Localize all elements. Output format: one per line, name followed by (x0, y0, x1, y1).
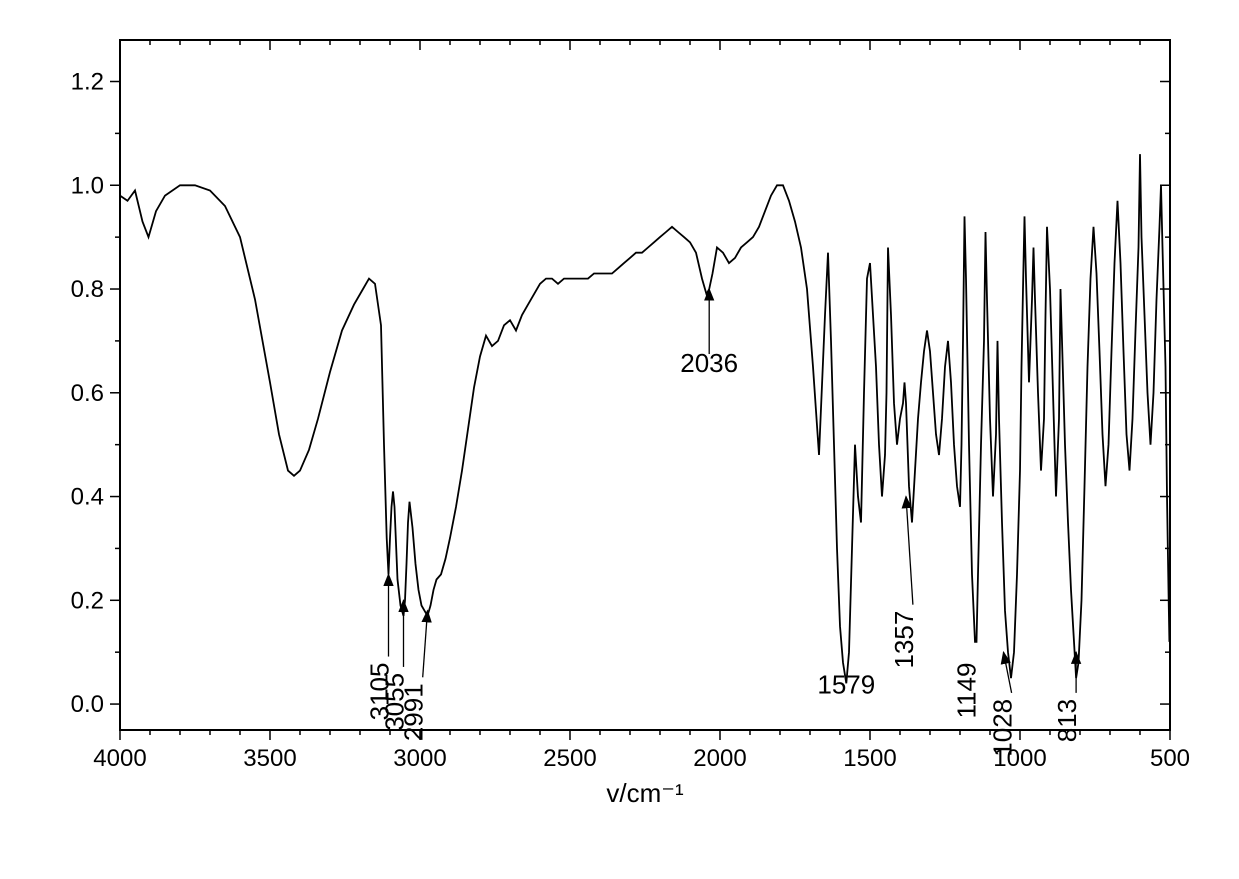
y-tick-label: 0.4 (71, 484, 104, 511)
peak-label: 1149 (951, 663, 981, 719)
x-tick-label: 3000 (393, 745, 446, 772)
x-tick-label: 4000 (93, 745, 146, 772)
peak-arrow (423, 611, 428, 678)
peak-label: 813 (1052, 699, 1082, 742)
y-tick-label: 0.6 (71, 380, 104, 407)
peak-label: 1357 (889, 611, 919, 669)
spectrum-trace (120, 154, 1170, 683)
x-tick-label: 2000 (693, 745, 746, 772)
y-tick-label: 1.0 (71, 172, 104, 199)
x-tick-label: 3500 (243, 745, 296, 772)
x-tick-label: 1500 (843, 745, 896, 772)
peak-label: 1028 (988, 699, 1018, 757)
chart-svg: 40003500300025002000150010005000.00.20.4… (50, 30, 1190, 830)
x-axis-label: v/cm⁻¹ (606, 778, 684, 808)
y-tick-label: 0.2 (71, 587, 104, 614)
peak-label: 1579 (817, 670, 875, 700)
y-tick-label: 0.0 (71, 691, 104, 718)
y-tick-label: 0.8 (71, 276, 104, 303)
x-tick-label: 500 (1150, 745, 1190, 772)
peak-label: 2036 (680, 348, 738, 378)
y-tick-label: 1.2 (71, 69, 104, 96)
x-tick-label: 2500 (543, 745, 596, 772)
ir-spectrum-chart: 40003500300025002000150010005000.00.20.4… (50, 30, 1190, 800)
peak-label: 2991 (399, 683, 429, 741)
